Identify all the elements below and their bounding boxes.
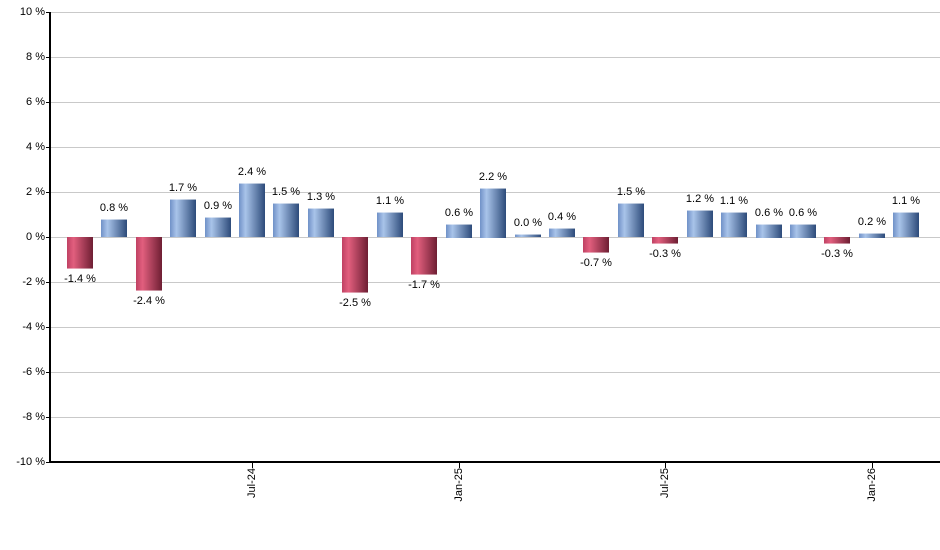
x-axis-line: [50, 461, 940, 463]
y-axis-tick-label: 10 %: [19, 6, 45, 18]
bar-value-label: 1.1 %: [719, 195, 749, 207]
x-axis-tick-label: Jul-24: [246, 468, 258, 498]
bar-value-label: -0.3 %: [821, 248, 853, 260]
y-axis-tick-mark: [46, 192, 50, 193]
bar: [859, 233, 885, 238]
y-axis-tick-label: 0 %: [26, 231, 45, 243]
bar: [618, 203, 644, 237]
bar: [721, 212, 747, 237]
bar: [308, 208, 334, 237]
bar: [446, 224, 472, 238]
bar-value-label: -1.4 %: [64, 273, 96, 285]
y-axis-tick-mark: [46, 372, 50, 373]
bar-value-label: 0.0 %: [513, 217, 543, 229]
y-axis-tick-mark: [46, 102, 50, 103]
bar-value-label: 1.5 %: [616, 186, 646, 198]
bar-value-label: 1.3 %: [306, 191, 336, 203]
bar-value-label: 0.6 %: [444, 207, 474, 219]
bar-value-label: 0.2 %: [857, 216, 887, 228]
y-axis-tick-mark: [46, 12, 50, 13]
bar-value-label: 2.2 %: [478, 171, 508, 183]
bar: [67, 237, 93, 269]
bar: [342, 237, 368, 293]
bar: [205, 217, 231, 237]
bar: [411, 237, 437, 275]
x-axis-tick-mark: [252, 463, 253, 468]
bar-value-label: 1.2 %: [685, 193, 715, 205]
bar-value-label: -0.3 %: [649, 248, 681, 260]
bar: [583, 237, 609, 253]
bar-value-label: 1.5 %: [271, 186, 301, 198]
bar: [652, 237, 678, 244]
bar: [273, 203, 299, 237]
y-axis-tick-mark: [46, 237, 50, 238]
gridline: [50, 282, 940, 283]
bar-value-label: -2.4 %: [133, 295, 165, 307]
bar-value-label: -0.7 %: [580, 257, 612, 269]
bar-value-label: 1.1 %: [891, 195, 921, 207]
bar-value-label: 1.1 %: [375, 195, 405, 207]
y-axis-tick-label: 2 %: [26, 186, 45, 198]
x-axis-tick-label: Jan-25: [453, 468, 465, 502]
bar-value-label: -2.5 %: [339, 297, 371, 309]
bar: [136, 237, 162, 291]
bar-value-label: 0.8 %: [99, 202, 129, 214]
bar: [790, 224, 816, 238]
bar-value-label: 0.6 %: [754, 207, 784, 219]
y-axis-tick-label: -6 %: [22, 366, 45, 378]
y-axis-tick-label: -2 %: [22, 276, 45, 288]
y-axis-tick-mark: [46, 462, 50, 463]
bar: [170, 199, 196, 237]
gridline: [50, 57, 940, 58]
bar: [756, 224, 782, 238]
bar: [687, 210, 713, 237]
y-axis-tick-label: 8 %: [26, 51, 45, 63]
y-axis-tick-label: 4 %: [26, 141, 45, 153]
bar-value-label: 1.7 %: [168, 182, 198, 194]
bar: [515, 234, 541, 237]
bar-value-label: -1.7 %: [408, 279, 440, 291]
bar: [480, 188, 506, 238]
x-axis-tick-mark: [872, 463, 873, 468]
gridline: [50, 12, 940, 13]
y-axis-tick-mark: [46, 282, 50, 283]
bar: [101, 219, 127, 237]
bar: [239, 183, 265, 237]
y-axis-tick-mark: [46, 147, 50, 148]
bar-value-label: 2.4 %: [237, 166, 267, 178]
x-axis-tick-mark: [459, 463, 460, 468]
y-axis-tick-mark: [46, 57, 50, 58]
bar: [377, 212, 403, 237]
gridline: [50, 417, 940, 418]
gridline: [50, 147, 940, 148]
y-axis-line: [49, 12, 51, 462]
y-axis-tick-mark: [46, 417, 50, 418]
x-axis-tick-label: Jan-26: [866, 468, 878, 502]
bar-value-label: 0.9 %: [203, 200, 233, 212]
gridline: [50, 372, 940, 373]
bar: [893, 212, 919, 237]
y-axis-tick-label: -4 %: [22, 321, 45, 333]
bar: [824, 237, 850, 244]
x-axis-tick-mark: [665, 463, 666, 468]
x-axis-tick-label: Jul-25: [659, 468, 671, 498]
y-axis-tick-label: -10 %: [16, 456, 45, 468]
gridline: [50, 102, 940, 103]
y-axis-tick-mark: [46, 327, 50, 328]
gridline: [50, 327, 940, 328]
bar-value-label: 0.6 %: [788, 207, 818, 219]
bar-value-label: 0.4 %: [547, 211, 577, 223]
bar: [549, 228, 575, 237]
y-axis-tick-label: 6 %: [26, 96, 45, 108]
y-axis-tick-label: -8 %: [22, 411, 45, 423]
